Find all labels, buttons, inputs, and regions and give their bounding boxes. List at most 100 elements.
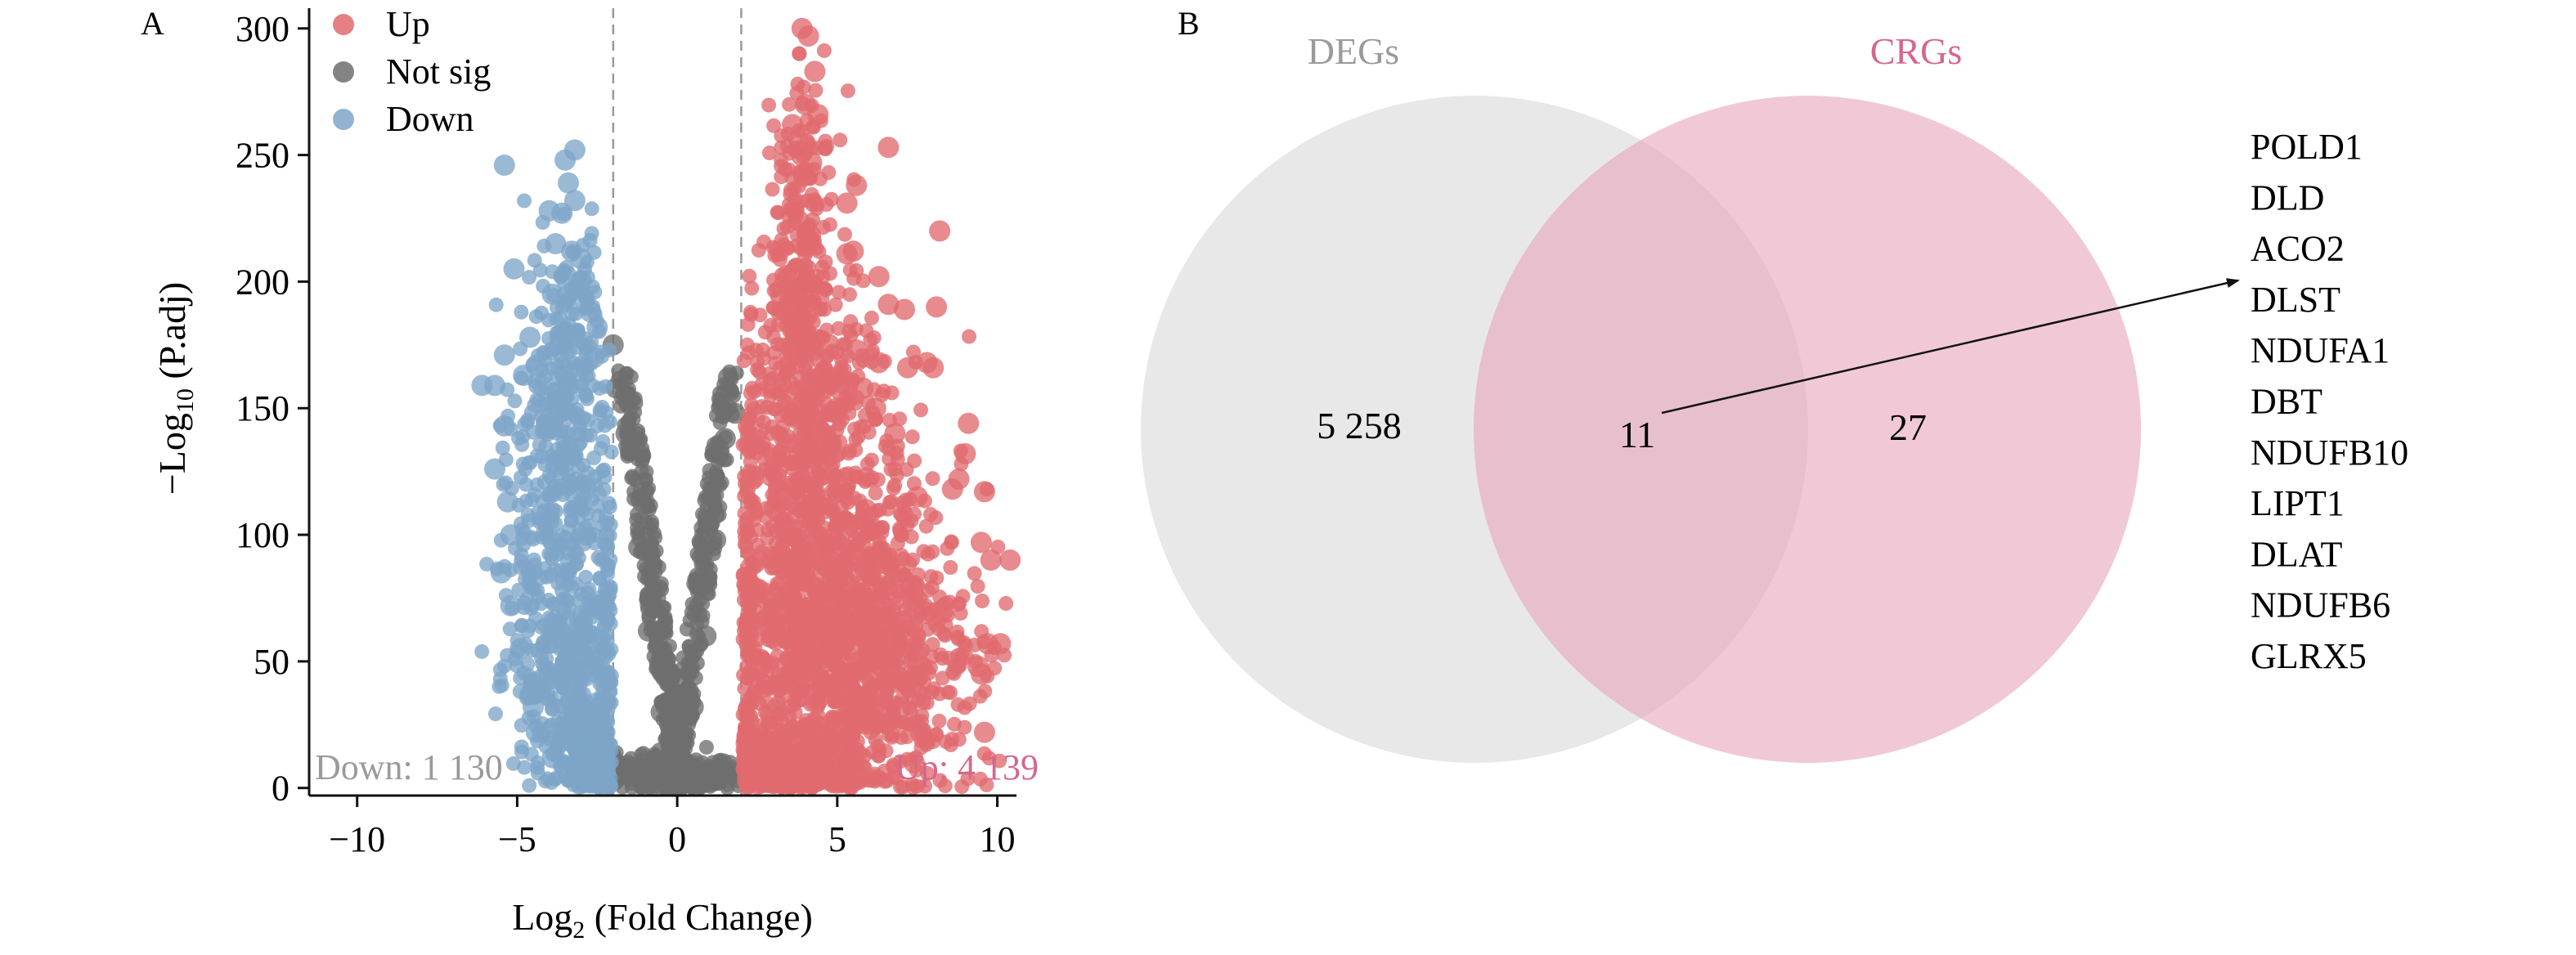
up-point [789, 546, 805, 562]
down-point [488, 297, 504, 312]
up-point [765, 468, 780, 482]
down-point [557, 327, 572, 343]
up-point [920, 766, 936, 781]
down-point [538, 200, 560, 222]
x-axis-label-main: Log [512, 896, 572, 938]
up-point [852, 377, 874, 399]
not_sig-point [615, 423, 637, 445]
down-point [554, 573, 570, 589]
up-point [829, 778, 845, 794]
up-point [815, 259, 830, 275]
gene-name: DBT [2251, 382, 2322, 422]
up-point [900, 630, 915, 645]
up-point [975, 594, 990, 608]
up-point [818, 614, 832, 630]
up-point [752, 748, 767, 764]
up-point [736, 592, 752, 608]
up-point [913, 402, 928, 418]
up-point [864, 397, 886, 419]
not_sig-point [635, 454, 649, 469]
up-point [864, 310, 879, 325]
x-tick-label: −5 [498, 819, 536, 859]
down-point [601, 495, 617, 511]
down-point [536, 494, 550, 509]
up-point [892, 411, 908, 427]
not_sig-point [667, 720, 683, 735]
volcano-annotations: Down: 1 130 Up: 4 139 [315, 747, 1039, 787]
up-point [782, 114, 803, 136]
up-point [842, 713, 858, 729]
not_sig-point [640, 498, 655, 513]
up-point [807, 104, 829, 126]
up-point [765, 676, 780, 692]
up-point [846, 339, 868, 361]
up-point [788, 351, 803, 366]
up-point [891, 715, 906, 731]
up-point [805, 599, 820, 615]
up-point [761, 97, 777, 113]
up-point [859, 323, 874, 339]
up-point [879, 688, 895, 704]
not_sig-point [680, 679, 696, 695]
up-point [914, 657, 930, 672]
not_sig-point [717, 367, 739, 389]
legend-label-down: Down [386, 99, 474, 139]
down-point [490, 562, 512, 584]
up-point [903, 751, 925, 773]
legend-label-up: Up [386, 4, 430, 44]
gene-list: POLD1DLDACO2DLSTNDUFA1DBTNDUFB10LIPT1DLA… [2251, 127, 2408, 676]
down-point [495, 440, 510, 455]
x-axis-ticks: −10 −5 0 5 10 [329, 796, 1016, 859]
up-point [757, 325, 773, 340]
up-point [741, 631, 756, 647]
up-point [797, 241, 812, 257]
up-point [907, 453, 922, 469]
gene-name: LIPT1 [2251, 483, 2345, 523]
down-point [603, 582, 618, 598]
up-point [776, 673, 792, 688]
down-point [577, 754, 599, 776]
up-point [941, 478, 963, 500]
up-point [821, 733, 837, 748]
up-point [856, 608, 872, 623]
not_sig-point [724, 402, 746, 424]
up-point [819, 657, 834, 673]
down-point [500, 524, 522, 546]
up-point [775, 747, 791, 763]
crgs-circle [1474, 96, 2141, 763]
down-point [507, 393, 523, 409]
up-point [979, 778, 994, 792]
up-point [892, 754, 908, 769]
up-point [927, 681, 942, 697]
down-point [580, 391, 595, 406]
up-point [742, 268, 757, 284]
up-point [841, 645, 856, 661]
up-point [970, 579, 985, 594]
down-point [532, 381, 548, 397]
up-point [895, 779, 910, 795]
up-point [980, 549, 1002, 571]
down-point [496, 491, 518, 513]
not_sig-point [698, 739, 714, 755]
down-point [538, 418, 560, 439]
up-point [894, 298, 915, 321]
up-point [967, 566, 982, 581]
down-point [554, 756, 577, 778]
up-point [792, 46, 807, 61]
up-point [746, 494, 761, 509]
up-point [779, 318, 794, 334]
up-point [951, 732, 967, 747]
up-point [773, 521, 788, 536]
up-point [792, 370, 807, 385]
down-point [471, 374, 493, 397]
intersection-count: 11 [1619, 414, 1655, 455]
down-point [554, 149, 577, 171]
up-point [848, 465, 864, 481]
up-point [943, 685, 958, 700]
down-point [559, 294, 574, 309]
y-axis-label-main: −Log [151, 413, 193, 495]
up-point [759, 777, 774, 792]
down-point [494, 678, 509, 693]
not_sig-point [711, 391, 726, 406]
up-point [902, 598, 918, 613]
